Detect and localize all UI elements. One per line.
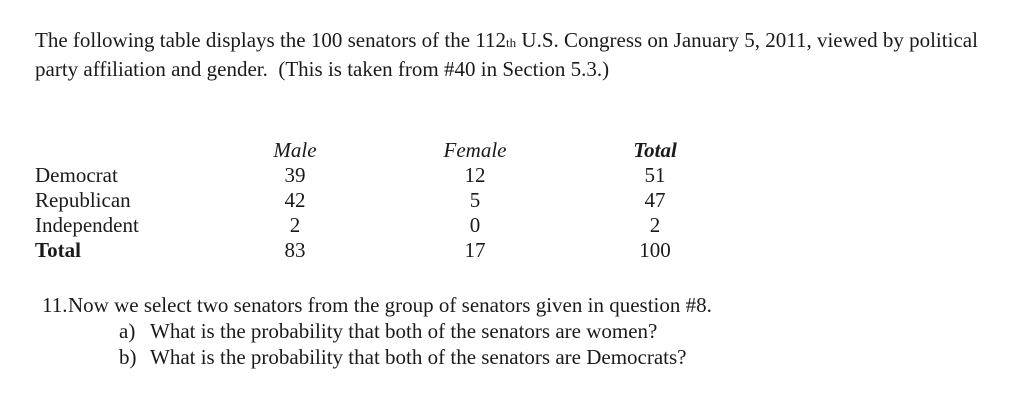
row-label: Total [35,238,81,262]
intro-text-suffix: U.S. Congress on January 5, 2011, viewed… [35,28,984,81]
ordinal-th-suffix: th [506,35,517,50]
intro-paragraph: The following table displays the 100 sen… [0,0,987,83]
question-stem: 11. Now we select two senators from the … [42,292,1024,318]
cell-total-male: 83 [284,238,306,262]
question-number: 11. [42,293,68,317]
row-label: Democrat [35,163,118,187]
row-label: Independent [35,213,139,237]
table-row-independent: Independent 2 0 2 [35,213,745,238]
cell-independent-male: 2 [289,213,301,237]
part-b-label: b) [119,345,137,369]
table-header-row: Male Female Total [35,138,745,163]
table-row-democrat: Democrat 39 12 51 [35,163,745,188]
cell-total-total: 100 [639,238,671,262]
cell-democrat-total: 51 [644,163,666,187]
cell-republican-female: 5 [469,188,481,212]
table-row-total: Total 83 17 100 [35,238,745,263]
intro-text-prefix: The following table displays the 100 sen… [35,28,507,52]
senators-table: Male Female Total Democrat 39 12 51 Repu… [35,138,745,263]
cell-independent-total: 2 [649,213,661,237]
cell-independent-female: 0 [469,213,481,237]
part-b-text: What is the probability that both of the… [150,345,687,369]
column-header-total: Total [633,138,677,162]
part-a-label: a) [119,319,136,343]
cell-republican-male: 42 [284,188,306,212]
column-header-female: Female [443,138,507,162]
question-part-b: b) What is the probability that both of … [119,344,1024,370]
column-header-male: Male [273,138,317,162]
table-header-empty-cell [35,138,205,163]
cell-democrat-female: 12 [464,163,486,187]
cell-democrat-male: 39 [284,163,306,187]
question-11: 11. Now we select two senators from the … [42,292,1024,370]
row-label: Republican [35,188,131,212]
cell-republican-total: 47 [644,188,666,212]
cell-total-female: 17 [464,238,486,262]
question-text: Now we select two senators from the grou… [68,293,712,317]
part-a-text: What is the probability that both of the… [150,319,658,343]
table-row-republican: Republican 42 5 47 [35,188,745,213]
question-part-a: a) What is the probability that both of … [119,318,1024,344]
